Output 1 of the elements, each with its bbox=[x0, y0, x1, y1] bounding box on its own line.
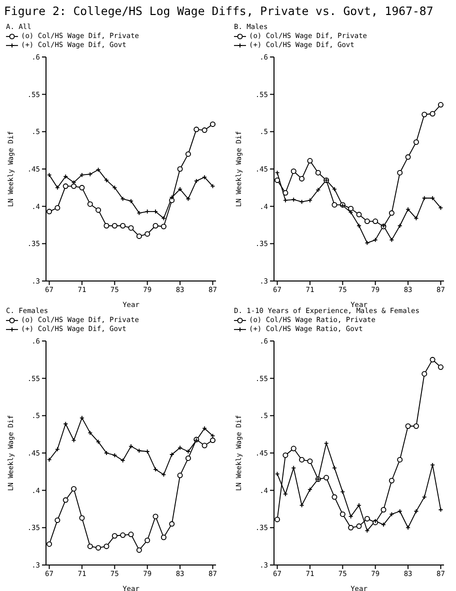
chart-title: Figure 2: College/HS Log Wage Diffs, Private vs. Govt, 1967-87 bbox=[3, 3, 434, 20]
